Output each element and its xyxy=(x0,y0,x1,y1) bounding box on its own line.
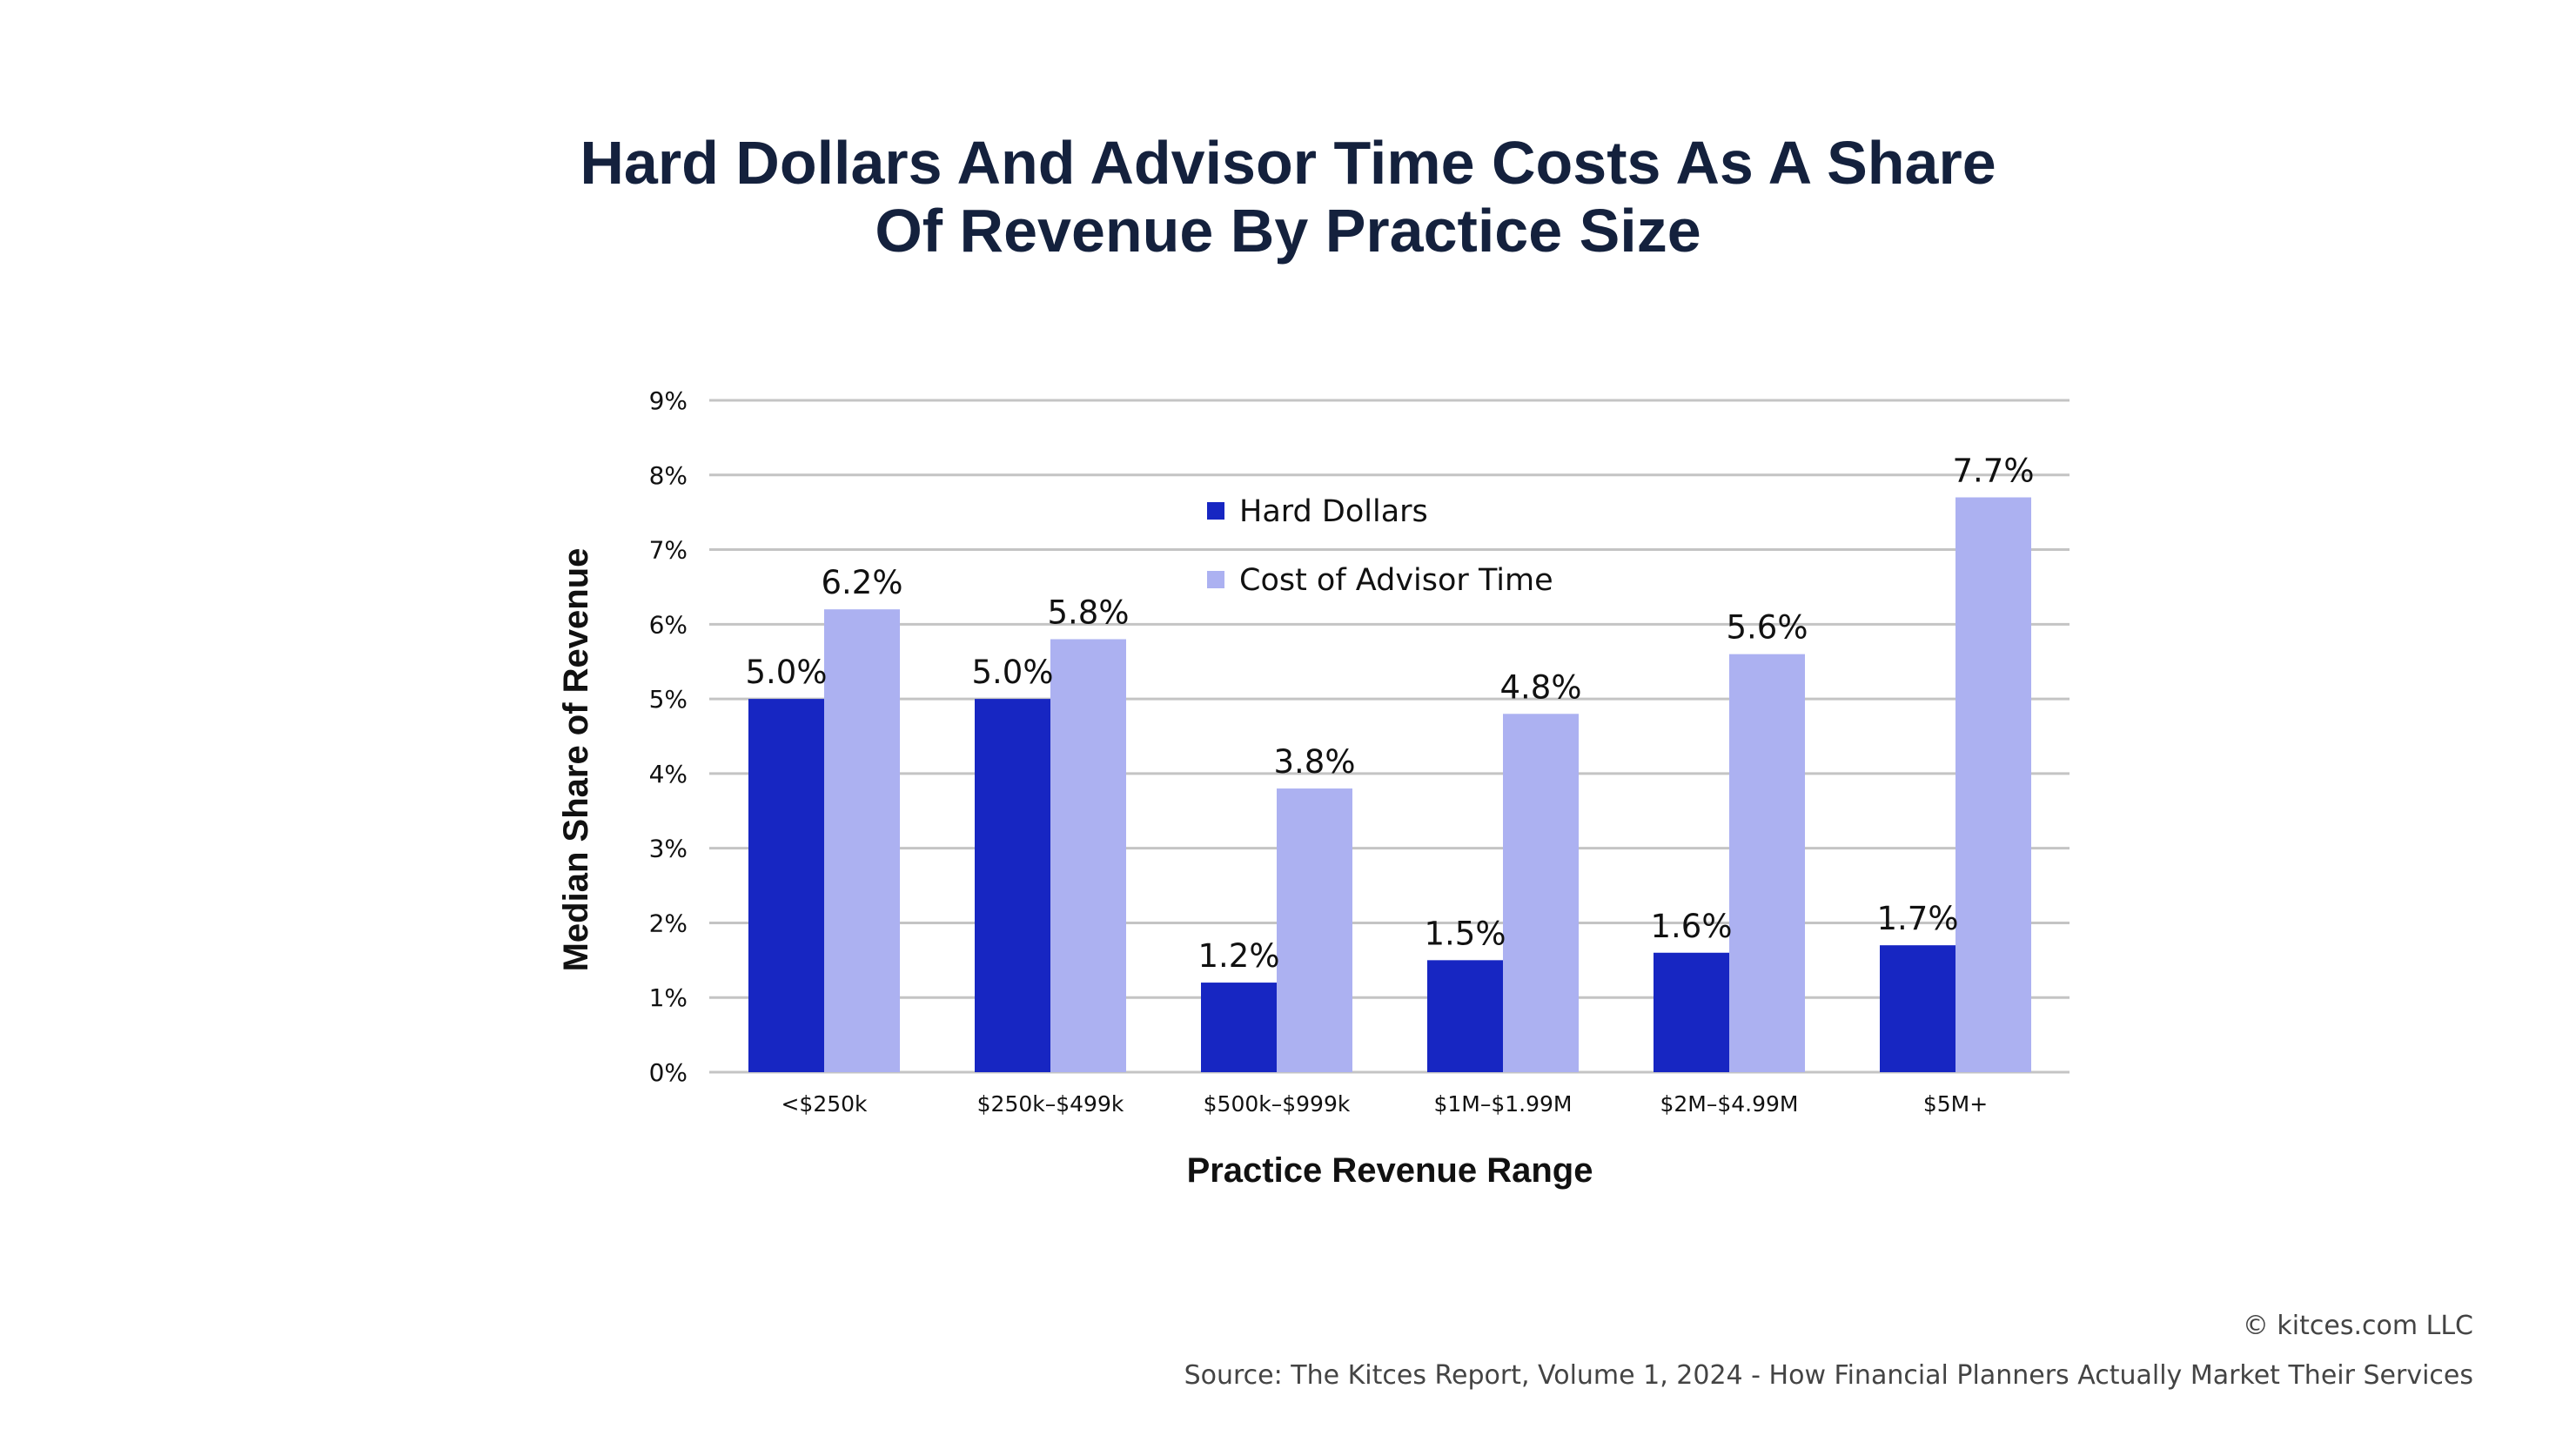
y-tick-label: 1% xyxy=(649,983,688,1012)
bars xyxy=(748,497,2031,1072)
data-label: 6.2% xyxy=(822,564,903,601)
x-tick-label: $5M+ xyxy=(1923,1091,1988,1117)
y-tick-label: 4% xyxy=(649,760,688,788)
data-label: 1.6% xyxy=(1651,908,1733,945)
y-tick-label: 7% xyxy=(649,536,688,565)
gridlines xyxy=(709,399,2070,1074)
bar-advisor-time xyxy=(1277,788,1352,1072)
y-tick-label: 6% xyxy=(649,610,688,639)
data-label: 1.5% xyxy=(1425,915,1506,952)
bar-advisor-time xyxy=(1503,714,1579,1072)
bar-hard-dollars xyxy=(975,699,1050,1072)
legend-swatch-advisor-time xyxy=(1207,571,1224,588)
data-label: 1.2% xyxy=(1198,937,1280,975)
y-tick-label: 0% xyxy=(649,1058,688,1087)
bar-hard-dollars xyxy=(1201,983,1277,1072)
bar-advisor-time xyxy=(1729,654,1805,1072)
x-tick-label: $500k–$999k xyxy=(1204,1091,1351,1117)
legend-label-hard-dollars: Hard Dollars xyxy=(1239,494,1428,529)
y-axis-title: Median Share of Revenue xyxy=(557,548,595,972)
bar-hard-dollars xyxy=(1880,945,1955,1072)
legend-label-advisor-time: Cost of Advisor Time xyxy=(1239,563,1553,598)
y-axis-ticks: 0% 1% 2% 3% 4% 5% 6% 7% 8% 9% xyxy=(649,386,688,1087)
data-label: 7.7% xyxy=(1953,453,2035,490)
data-label: 4.8% xyxy=(1500,668,1582,706)
y-tick-label: 8% xyxy=(649,461,688,490)
x-tick-label: $250k–$499k xyxy=(977,1091,1124,1117)
legend: Hard Dollars Cost of Advisor Time xyxy=(1207,494,1553,598)
copyright-text: © kitces.com LLC xyxy=(2242,1311,2473,1341)
bar-hard-dollars xyxy=(1654,952,1729,1072)
x-axis-ticks: <$250k $250k–$499k $500k–$999k $1M–$1.99M $2… xyxy=(781,1091,1988,1117)
bar-advisor-time xyxy=(1955,497,2031,1072)
bar-advisor-time xyxy=(824,609,900,1072)
data-label: 5.8% xyxy=(1048,594,1130,631)
chart-title-line-2: Of Revenue By Practice Size xyxy=(875,197,1701,265)
legend-swatch-hard-dollars xyxy=(1207,502,1224,520)
y-tick-label: 5% xyxy=(649,685,688,714)
bar-hard-dollars xyxy=(748,699,824,1072)
source-text: Source: The Kitces Report, Volume 1, 202… xyxy=(1184,1360,2473,1391)
bar-hard-dollars xyxy=(1427,960,1503,1072)
bar-advisor-time xyxy=(1050,639,1126,1072)
x-tick-label: $2M–$4.99M xyxy=(1660,1091,1798,1117)
chart-title: Hard Dollars And Advisor Time Costs As A… xyxy=(0,129,2576,265)
data-label: 1.7% xyxy=(1877,900,1959,937)
y-tick-label: 9% xyxy=(649,386,688,415)
x-tick-label: $1M–$1.99M xyxy=(1433,1091,1572,1117)
data-label: 5.0% xyxy=(746,654,828,691)
data-label: 3.8% xyxy=(1274,743,1356,781)
y-tick-label: 2% xyxy=(649,909,688,937)
y-tick-label: 3% xyxy=(649,835,688,863)
data-labels: 5.0% 6.2% 5.0% 5.8% 1.2% 3.8% 1.5% 4.8% 1.6% 5.6%… xyxy=(746,453,2035,976)
x-tick-label: <$250k xyxy=(781,1091,868,1117)
data-label: 5.0% xyxy=(972,654,1054,691)
chart-title-line-1: Hard Dollars And Advisor Time Costs As A… xyxy=(580,129,1996,197)
data-label: 5.6% xyxy=(1727,609,1808,647)
x-axis-title: Practice Revenue Range xyxy=(1187,1151,1593,1190)
